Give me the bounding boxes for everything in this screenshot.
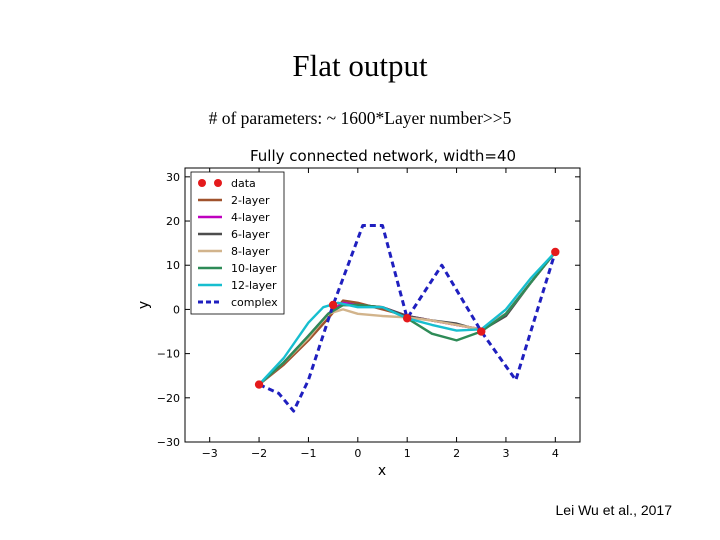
slide-subtitle: # of parameters: ~ 1600*Layer number>>5 xyxy=(208,108,512,128)
legend-marker-data xyxy=(214,179,222,187)
legend-label: 4-layer xyxy=(231,211,270,224)
legend-label: 12-layer xyxy=(231,279,277,292)
legend-label: 6-layer xyxy=(231,228,270,241)
y-tick-label: 0 xyxy=(173,303,180,316)
data-point xyxy=(551,247,560,257)
x-tick-label: 3 xyxy=(502,447,509,460)
x-axis-label: x xyxy=(378,463,386,479)
legend-label: 2-layer xyxy=(231,194,270,207)
legend-box xyxy=(190,171,285,315)
y-axis-label: y xyxy=(136,301,152,309)
legend-label: 8-layer xyxy=(231,245,270,258)
y-tick-label: 10 xyxy=(166,259,180,272)
legend-label: data xyxy=(231,177,256,190)
x-tick-label: 4 xyxy=(552,447,559,460)
data-point xyxy=(477,327,486,336)
chart-title: Fully connected network, width=40 xyxy=(250,147,516,165)
x-tick-label: −3 xyxy=(202,447,218,460)
legend-label: 10-layer xyxy=(231,262,277,275)
x-tick-label: 1 xyxy=(404,447,411,460)
y-tick-label: 20 xyxy=(166,215,180,228)
series-line-complex xyxy=(258,224,557,413)
x-tick-label: −1 xyxy=(300,447,316,460)
slide-title: Flat output xyxy=(292,48,428,83)
citation: Lei Wu et al., 2017 xyxy=(555,502,672,518)
x-tick-label: 0 xyxy=(354,447,361,460)
series-line-12-layer xyxy=(257,250,557,386)
line-chart: Fully connected network, width=40 −3 −2 −1… xyxy=(136,147,581,479)
y-tick-label: −20 xyxy=(157,392,180,405)
legend-label: complex xyxy=(231,296,278,309)
data-point xyxy=(402,314,412,323)
x-tick-label: −2 xyxy=(251,447,267,460)
data-point xyxy=(254,380,264,389)
legend-marker-data xyxy=(198,179,206,187)
y-tick-label: 30 xyxy=(166,171,180,184)
x-tick-label: 2 xyxy=(453,447,460,460)
y-tick-label: −30 xyxy=(157,436,180,449)
data-point xyxy=(328,300,338,310)
y-tick-label: −10 xyxy=(157,348,180,361)
